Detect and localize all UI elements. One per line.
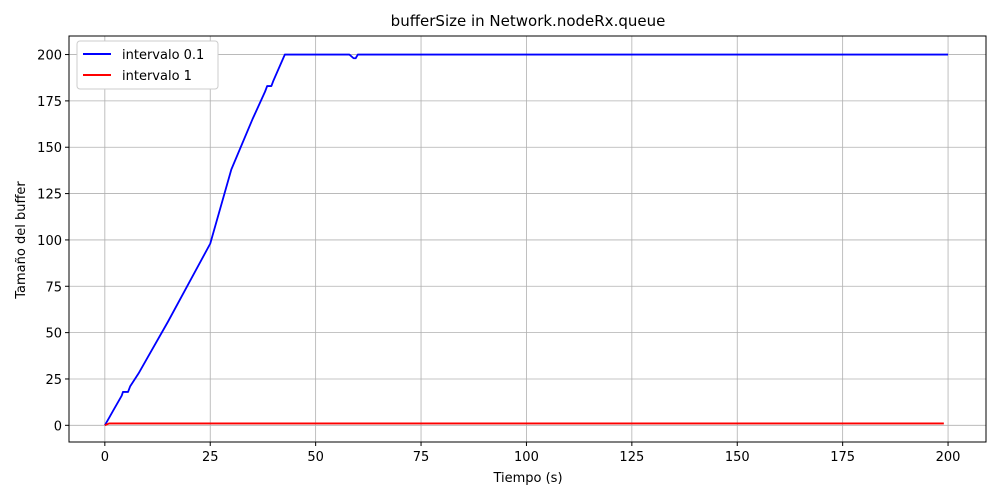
y-tick-label: 200 (37, 49, 62, 64)
y-tick-label: 0 (54, 419, 62, 434)
y-tick-label: 125 (37, 188, 62, 203)
series-line-intervalo-1 (104, 422, 944, 427)
grid-lines (69, 36, 986, 442)
plot-frame (68, 35, 987, 443)
x-axis-title: Tiempo (s) (492, 471, 562, 486)
y-tick-label: 175 (37, 95, 62, 110)
legend-box (76, 40, 219, 90)
legend-label-intervalo-0-1: intervalo 0.1 (122, 48, 204, 63)
x-axis-ticks: 0 25 50 75 100 125 150 175 200 (101, 442, 961, 465)
x-tick-label: 200 (936, 450, 961, 465)
x-tick-label: 0 (101, 450, 109, 465)
y-tick-label: 150 (37, 141, 62, 156)
x-tick-label: 150 (725, 450, 750, 465)
y-tick-label: 50 (45, 327, 62, 342)
y-axis-title: Tamaño del buffer (14, 181, 29, 300)
x-tick-label: 125 (619, 450, 644, 465)
y-tick-label: 75 (45, 280, 62, 295)
x-tick-label: 100 (514, 450, 539, 465)
x-tick-label: 175 (830, 450, 855, 465)
chart-title: bufferSize in Network.nodeRx.queue (391, 12, 666, 30)
y-axis-ticks: 0 25 50 75 100 125 150 175 200 (37, 49, 69, 434)
y-tick-label: 100 (37, 234, 62, 249)
legend-label-intervalo-1: intervalo 1 (122, 69, 192, 84)
x-tick-label: 75 (413, 450, 430, 465)
x-tick-label: 50 (307, 450, 324, 465)
series-layer (104, 53, 949, 427)
y-tick-label: 25 (45, 373, 62, 388)
x-tick-label: 25 (202, 450, 219, 465)
legend: intervalo 0.1 intervalo 1 (76, 40, 219, 90)
series-line-intervalo-0-1 (104, 53, 949, 426)
